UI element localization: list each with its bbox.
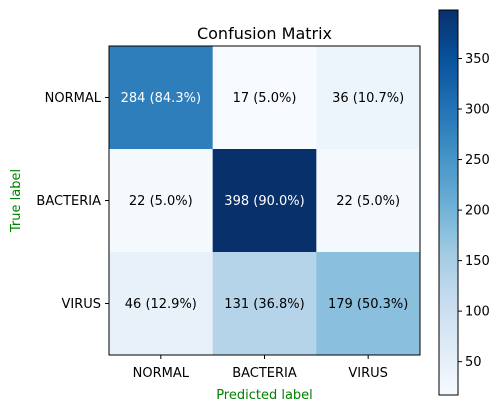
cell-value-label: 22 (5.0%) [336, 194, 400, 209]
cell-value-label: 22 (5.0%) [129, 194, 193, 209]
heatmap-cell [109, 46, 214, 150]
colorbar-tick-label: 250 [465, 153, 490, 168]
heatmap-cell [109, 252, 214, 356]
colorbar-tick-label: 50 [465, 355, 482, 370]
cell-value-label: 36 (10.7%) [332, 91, 404, 106]
cell-value-label: 46 (12.9%) [125, 297, 197, 312]
x-tick-label: VIRUS [348, 366, 388, 381]
colorbar-tick-label: 150 [465, 254, 490, 269]
y-axis-ticks: NORMAL BACTERIA VIRUS [36, 91, 109, 312]
x-axis-label: Predicted label [216, 388, 313, 403]
heatmap-cell [109, 149, 214, 253]
colorbar-tick-label: 200 [465, 204, 490, 219]
colorbar-tick-label: 300 [465, 103, 490, 118]
heatmap-cell [212, 252, 317, 356]
x-axis-ticks: NORMAL BACTERIA VIRUS [133, 355, 388, 381]
heatmap-cell [316, 149, 421, 253]
x-tick-label: BACTERIA [232, 366, 297, 381]
cell-value-label: 398 (90.0%) [224, 194, 304, 209]
y-tick-label: NORMAL [45, 91, 102, 106]
heatmap-cell [316, 252, 421, 356]
heatmap-cell [212, 149, 317, 253]
chart-title: Confusion Matrix [197, 24, 332, 43]
colorbar-tick-label: 100 [465, 305, 490, 320]
cell-value-label: 17 (5.0%) [233, 91, 297, 106]
colorbar-tick-label: 350 [465, 52, 490, 67]
cell-value-label: 179 (50.3%) [328, 297, 408, 312]
heatmap-cell [212, 46, 317, 150]
x-tick-label: NORMAL [133, 366, 190, 381]
y-axis-label: True label [9, 169, 24, 233]
cell-value-label: 131 (36.8%) [224, 297, 304, 312]
y-tick-label: VIRUS [61, 297, 101, 312]
colorbar-ticks: 50 100 150 200 250 300 350 [458, 52, 490, 370]
y-tick-label: BACTERIA [36, 194, 101, 209]
heatmap-cell [316, 46, 421, 150]
cell-value-label: 284 (84.3%) [121, 91, 201, 106]
colorbar [438, 9, 459, 396]
heatmap-cells: 284 (84.3%) 17 (5.0%) 36 (10.7%) 22 (5.0%) 3… [109, 46, 421, 356]
